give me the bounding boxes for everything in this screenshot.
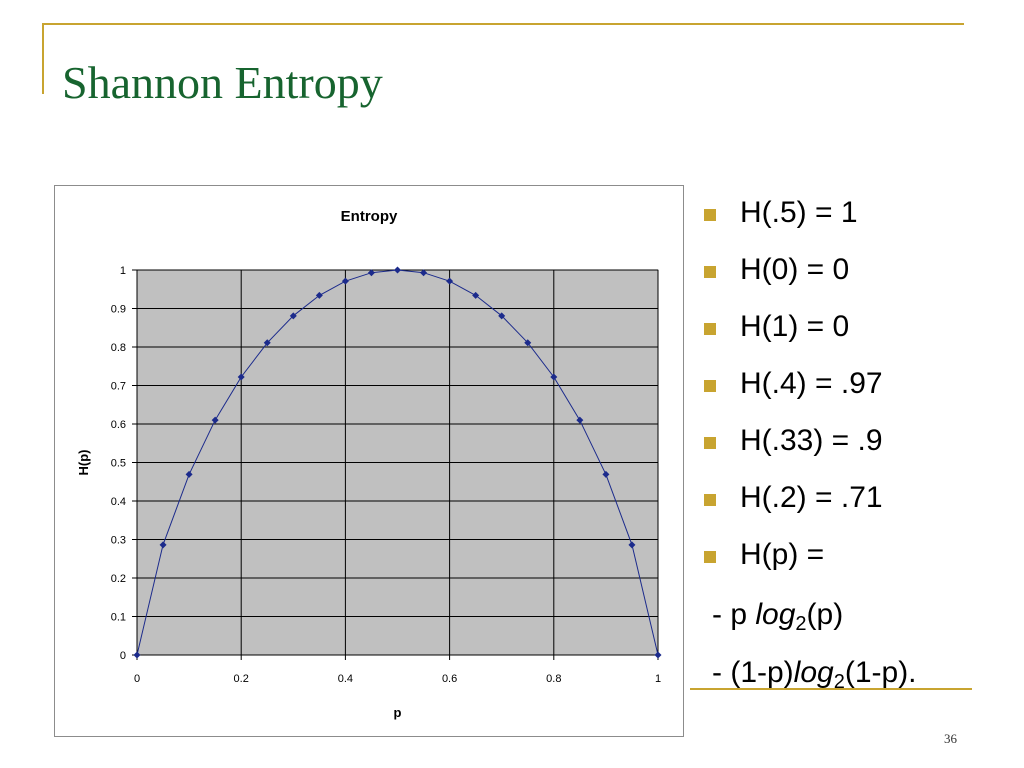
square-bullet-icon [704, 494, 716, 506]
y-tick-label: 0.1 [111, 612, 126, 624]
square-bullet-icon [704, 266, 716, 278]
x-tick-label: 0.6 [442, 673, 457, 685]
bullet-item: H(p) = [704, 532, 1004, 589]
bullet-item: H(0) = 0 [704, 247, 1004, 304]
data-point-marker [315, 291, 323, 299]
data-point-marker [550, 373, 558, 381]
y-tick-label: 0.7 [111, 381, 126, 393]
formula-log-base: 2 [833, 671, 845, 693]
bullet-text: H(.2) = .71 [740, 481, 883, 514]
data-point-marker [289, 312, 297, 320]
bullet-text: H(.5) = 1 [740, 196, 858, 229]
square-bullet-icon [704, 437, 716, 449]
y-tick-label: 0.5 [111, 458, 126, 470]
slide-title: Shannon Entropy [62, 57, 383, 108]
y-tick-label: 0.2 [111, 573, 126, 585]
bullet-text: H(0) = 0 [740, 253, 850, 286]
y-tick-label: 0.9 [111, 304, 126, 316]
data-point-marker [498, 312, 506, 320]
bullet-text: H(.33) = .9 [740, 424, 883, 457]
bullet-item: H(1) = 0 [704, 304, 1004, 361]
x-tick-label: 0.8 [546, 673, 561, 685]
bottom-accent-line [690, 688, 972, 690]
data-point-marker [602, 470, 610, 478]
x-tick-label: 1 [655, 673, 661, 685]
x-tick-label: 0.2 [234, 673, 249, 685]
chart-title: Entropy [341, 208, 398, 225]
data-point-marker [628, 541, 636, 549]
formula-prefix: - p [712, 598, 756, 631]
square-bullet-icon [704, 209, 716, 221]
square-bullet-icon [704, 551, 716, 563]
bullet-item: H(.2) = .71 [704, 475, 1004, 532]
formula-prefix: - (1-p) [712, 656, 794, 689]
data-point-marker [446, 277, 454, 285]
x-tick-label: 0.4 [338, 673, 353, 685]
y-tick-label: 0.4 [111, 496, 126, 508]
data-point-marker [185, 470, 193, 478]
bullet-text: H(.4) = .97 [740, 367, 883, 400]
square-bullet-icon [704, 323, 716, 335]
formula-line-2: - (1-p)log2(1-p). [712, 656, 917, 693]
y-tick-label: 0.8 [111, 342, 126, 354]
bullet-text: H(1) = 0 [740, 310, 850, 343]
data-point-marker [524, 339, 532, 347]
y-tick-label: 0.3 [111, 535, 126, 547]
y-tick-label: 0.6 [111, 419, 126, 431]
formula-log-base: 2 [795, 613, 807, 635]
data-point-marker [576, 416, 584, 424]
data-point-marker [263, 339, 271, 347]
data-point-marker [237, 373, 245, 381]
formula-argument: (1-p). [844, 656, 917, 689]
data-point-marker [367, 269, 375, 277]
bullet-item: H(.4) = .97 [704, 361, 1004, 418]
data-point-marker [394, 266, 401, 274]
data-point-marker [341, 277, 349, 285]
left-accent-line [42, 23, 44, 94]
chart-svg: 0 0.1 0.2 0.3 0.4 0.5 0.6 0.7 0.8 0.9 1 0 0.2 0.4 0.6 0… [76, 208, 662, 720]
formula-line-1: - p log2(p) [712, 598, 844, 635]
x-tick-label: 0 [134, 673, 140, 685]
data-point-marker [420, 269, 428, 277]
data-point-marker [654, 651, 662, 659]
y-tick-label: 0 [120, 650, 126, 662]
x-axis-label: p [394, 705, 402, 720]
data-point-marker [211, 416, 219, 424]
formula-log: log [755, 598, 796, 631]
square-bullet-icon [704, 380, 716, 392]
bullet-item: H(.5) = 1 [704, 190, 1004, 247]
page-number: 36 [944, 731, 957, 746]
y-axis-label: H(p) [76, 450, 91, 476]
entropy-chart: 0 0.1 0.2 0.3 0.4 0.5 0.6 0.7 0.8 0.9 1 0 0.2 0.4 0.6 0… [54, 185, 684, 737]
data-point-marker [472, 291, 480, 299]
top-accent-line [42, 23, 964, 25]
data-point-marker [159, 541, 167, 549]
formula-argument: (p) [806, 598, 844, 631]
bullet-list: H(.5) = 1 H(0) = 0 H(1) = 0 H(.4) = .97 … [704, 190, 1004, 589]
data-point-marker [133, 651, 141, 659]
bullet-item: H(.33) = .9 [704, 418, 1004, 475]
bullet-text: H(p) = [740, 538, 825, 571]
y-tick-label: 1 [120, 265, 126, 277]
formula-log: log [793, 656, 834, 689]
